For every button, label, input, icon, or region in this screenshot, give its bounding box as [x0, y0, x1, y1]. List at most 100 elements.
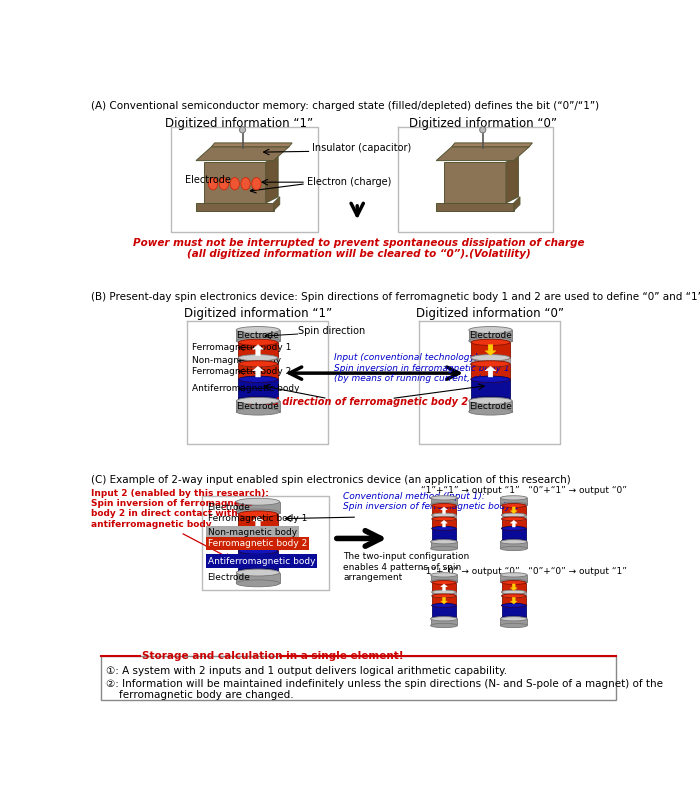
Polygon shape	[204, 162, 266, 203]
Ellipse shape	[239, 527, 277, 533]
Polygon shape	[502, 505, 526, 515]
Ellipse shape	[500, 623, 527, 627]
Text: “1”+“1” → output “1”   “0”+“1” → output “0”: “1”+“1” → output “1” “0”+“1” → output “0…	[421, 486, 626, 496]
Ellipse shape	[432, 527, 456, 531]
Ellipse shape	[430, 617, 458, 621]
Ellipse shape	[432, 504, 456, 508]
Ellipse shape	[237, 397, 280, 404]
Text: Non-magnetic body: Non-magnetic body	[192, 356, 281, 366]
Ellipse shape	[469, 327, 512, 334]
Text: Ferromagnetic body 2: Ferromagnetic body 2	[192, 367, 291, 376]
Polygon shape	[510, 507, 517, 514]
Polygon shape	[432, 528, 456, 541]
Polygon shape	[510, 584, 517, 591]
Ellipse shape	[432, 527, 456, 531]
Text: Electrode: Electrode	[185, 175, 230, 185]
Polygon shape	[514, 197, 520, 211]
Text: The two-input configuration
enables 4 patterns of spin
arrangement: The two-input configuration enables 4 pa…	[343, 552, 470, 582]
Polygon shape	[432, 605, 456, 618]
Ellipse shape	[469, 337, 512, 344]
Text: Ferromagnetic body 1: Ferromagnetic body 1	[192, 343, 291, 352]
Polygon shape	[239, 379, 277, 400]
Ellipse shape	[239, 361, 277, 367]
Text: Input 2 (enabled by this research):
Spin inversion of ferromagnetic
body 2 in di: Input 2 (enabled by this research): Spin…	[90, 488, 269, 529]
Ellipse shape	[500, 580, 527, 584]
Polygon shape	[500, 619, 527, 626]
Ellipse shape	[209, 178, 218, 190]
Ellipse shape	[432, 517, 456, 521]
Ellipse shape	[471, 376, 510, 382]
Text: Digitized information “1”: Digitized information “1”	[184, 307, 332, 320]
Polygon shape	[471, 358, 510, 364]
Text: Digitized information “1”: Digitized information “1”	[164, 117, 313, 130]
Polygon shape	[469, 330, 512, 341]
Polygon shape	[485, 345, 496, 355]
Ellipse shape	[471, 376, 510, 382]
Ellipse shape	[432, 616, 456, 620]
Text: Conventional method (Input 1):
Spin inversion of ferromagnetic body 1: Conventional method (Input 1): Spin inve…	[343, 492, 519, 511]
Ellipse shape	[239, 548, 277, 554]
Ellipse shape	[502, 527, 526, 531]
Ellipse shape	[502, 603, 526, 607]
Ellipse shape	[432, 513, 456, 517]
Ellipse shape	[500, 617, 527, 621]
Ellipse shape	[239, 532, 277, 538]
Text: Ferromagnetic body 1: Ferromagnetic body 1	[208, 514, 307, 523]
Text: Antiferromagnetic body: Antiferromagnetic body	[192, 384, 300, 393]
Ellipse shape	[430, 573, 458, 577]
Ellipse shape	[432, 603, 456, 607]
Ellipse shape	[469, 397, 512, 404]
Text: Antiferromagnetic body: Antiferromagnetic body	[208, 557, 315, 565]
Polygon shape	[502, 605, 526, 618]
Polygon shape	[440, 520, 447, 527]
Ellipse shape	[239, 376, 277, 382]
Polygon shape	[471, 343, 510, 358]
Ellipse shape	[432, 603, 456, 607]
Text: Digitized information “0”: Digitized information “0”	[409, 117, 556, 130]
Ellipse shape	[471, 361, 510, 367]
Polygon shape	[452, 143, 533, 147]
Polygon shape	[506, 156, 519, 203]
Polygon shape	[239, 358, 277, 364]
Text: ②: Information will be maintained indefinitely unless the spin directions (N- an: ②: Information will be maintained indefi…	[106, 679, 663, 689]
Polygon shape	[500, 575, 527, 581]
Text: Fixed direction of ferromagnetic body 2: Fixed direction of ferromagnetic body 2	[249, 397, 468, 407]
Polygon shape	[432, 519, 456, 528]
Ellipse shape	[239, 127, 246, 133]
Text: (A) Conventional semiconductor memory: charged state (filled/depleted) defines t: (A) Conventional semiconductor memory: c…	[90, 102, 598, 111]
Text: Electron (charge): Electron (charge)	[307, 177, 391, 187]
Polygon shape	[253, 366, 263, 377]
Polygon shape	[239, 364, 277, 379]
Ellipse shape	[239, 548, 277, 554]
Ellipse shape	[219, 178, 228, 190]
Ellipse shape	[502, 517, 526, 521]
Ellipse shape	[239, 527, 277, 533]
Polygon shape	[432, 515, 456, 519]
Ellipse shape	[432, 513, 456, 517]
Polygon shape	[239, 343, 277, 358]
Ellipse shape	[237, 408, 280, 415]
Polygon shape	[430, 498, 458, 504]
Polygon shape	[239, 551, 277, 571]
Text: Electrode: Electrode	[469, 402, 512, 411]
Text: Insulator (capacitor): Insulator (capacitor)	[312, 143, 412, 152]
Ellipse shape	[252, 178, 261, 190]
Ellipse shape	[471, 361, 510, 367]
Polygon shape	[239, 535, 277, 551]
FancyBboxPatch shape	[102, 656, 616, 700]
Ellipse shape	[502, 539, 526, 542]
Ellipse shape	[500, 503, 527, 507]
Ellipse shape	[502, 603, 526, 607]
Ellipse shape	[432, 580, 456, 584]
Ellipse shape	[502, 513, 526, 517]
Ellipse shape	[471, 354, 510, 361]
Text: (B) Present-day spin electronics device: Spin directions of ferromagnetic body 1: (B) Present-day spin electronics device:…	[90, 292, 700, 301]
Text: (C) Example of 2-way input enabled spin electronics device (an application of th: (C) Example of 2-way input enabled spin …	[90, 475, 570, 485]
Ellipse shape	[239, 354, 277, 361]
Ellipse shape	[502, 590, 526, 594]
Polygon shape	[440, 584, 447, 591]
Text: Spin direction: Spin direction	[298, 326, 365, 336]
Polygon shape	[440, 597, 447, 604]
Ellipse shape	[230, 178, 239, 190]
Ellipse shape	[430, 546, 458, 550]
